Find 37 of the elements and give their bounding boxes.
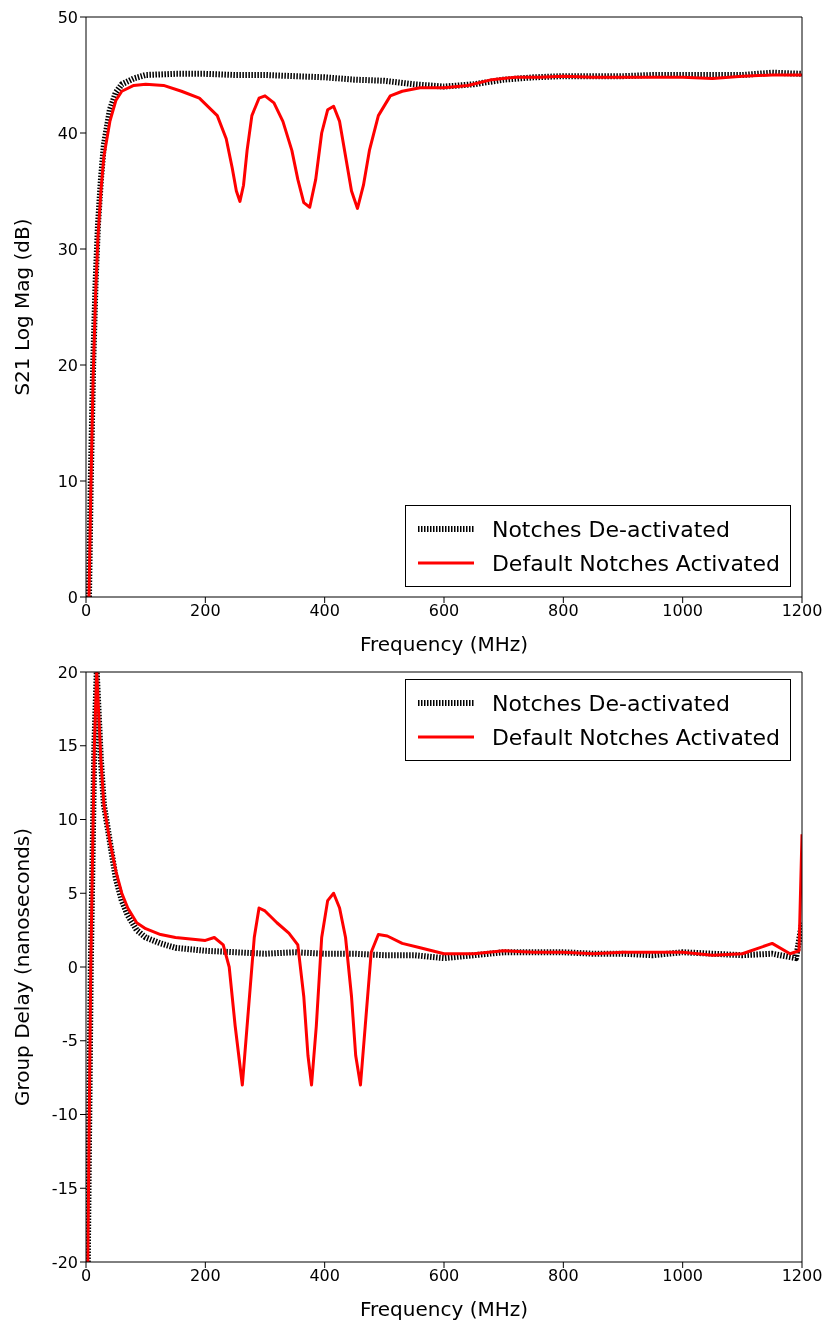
- y-tick-label: 40: [57, 123, 78, 143]
- x-tick-label: 800: [548, 1266, 579, 1286]
- y-tick-label: 30: [57, 239, 78, 259]
- x-tick-label: 400: [309, 1266, 340, 1286]
- legend-label: Notches De-activated: [491, 516, 730, 542]
- x-axis-title: Frequency (MHz): [359, 632, 529, 656]
- legend-label: Default Notches Activated: [491, 724, 780, 750]
- x-tick-label: 0: [80, 1266, 92, 1286]
- x-tick-label: 800: [548, 601, 579, 621]
- y-tick-label: 20: [57, 355, 78, 375]
- x-tick-label: 200: [190, 1266, 221, 1286]
- x-tick-label: 1000: [662, 601, 704, 621]
- x-tick-label: 600: [428, 1266, 460, 1286]
- y-tick-label: -10: [51, 1105, 78, 1125]
- y-tick-label: -5: [62, 1031, 78, 1051]
- x-tick-label: 1200: [781, 1266, 823, 1286]
- legend-label: Default Notches Activated: [491, 550, 780, 576]
- x-tick-label: 400: [309, 601, 340, 621]
- x-tick-label: 600: [428, 601, 460, 621]
- y-tick-label: 10: [57, 471, 78, 491]
- y-axis-title: S21 Log Mag (dB): [10, 218, 35, 396]
- y-axis-title: Group Delay (nanoseconds): [10, 827, 35, 1107]
- y-tick-label: -15: [51, 1178, 78, 1198]
- x-tick-label: 200: [190, 601, 221, 621]
- y-tick-label: 20: [57, 662, 78, 682]
- y-tick-label: 15: [57, 736, 78, 756]
- y-tick-label: 50: [57, 7, 78, 27]
- y-tick-label: 0: [67, 587, 78, 607]
- y-tick-label: 0: [67, 957, 78, 977]
- y-tick-label: -20: [51, 1252, 78, 1272]
- x-tick-label: 0: [80, 601, 92, 621]
- x-tick-label: 1000: [662, 1266, 704, 1286]
- legend-label: Notches De-activated: [491, 690, 730, 716]
- y-tick-label: 5: [67, 883, 78, 903]
- y-tick-label: 10: [57, 810, 78, 830]
- x-tick-label: 1200: [781, 601, 823, 621]
- x-axis-title: Frequency (MHz): [359, 1297, 529, 1321]
